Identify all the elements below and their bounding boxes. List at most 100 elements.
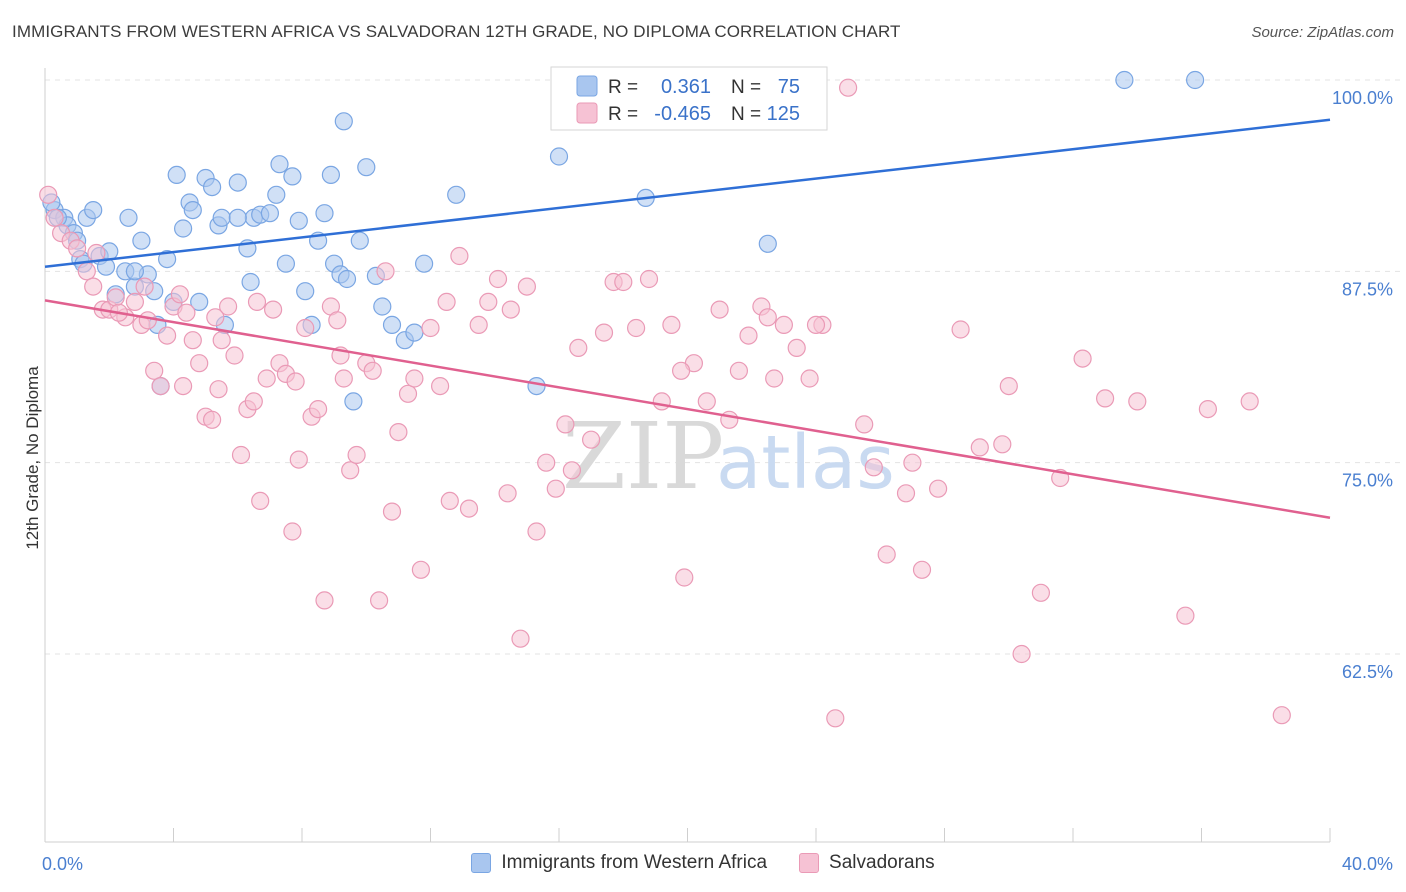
western-africa-point [119, 208, 138, 227]
western-africa-point [1185, 70, 1205, 90]
salvadoran-point [562, 461, 582, 480]
salvadoran-point [970, 438, 989, 457]
salvadoran-point [569, 338, 588, 357]
legend-r-label-pink: R = [608, 104, 638, 125]
western-africa-point [190, 292, 209, 311]
salvadoran-point [106, 288, 125, 307]
salvadoran-point [341, 461, 360, 480]
legend-swatch-salvadorans [799, 853, 820, 873]
salvadoran-point [296, 318, 315, 338]
western-africa-point [344, 392, 363, 411]
salvadoran-point [440, 491, 459, 510]
x-tick-labels: 0.0% 40.0% [42, 854, 1393, 874]
western-africa-point [174, 219, 193, 238]
western-africa-point [276, 254, 295, 273]
western-africa-point [228, 208, 247, 227]
western-africa-point [321, 165, 340, 184]
salvadoran-point [546, 479, 565, 498]
salvadoran-point [652, 392, 671, 411]
salvadoran-point [125, 292, 144, 311]
salvadoran-point [212, 331, 231, 350]
salvadoran-point [257, 369, 276, 388]
x-tick-label: 40.0% [1342, 854, 1393, 874]
salvadoran-point [903, 453, 922, 472]
salvadoran-point [190, 354, 209, 373]
salvadoran-point [437, 292, 456, 311]
salvadoran-point [537, 453, 556, 472]
salvadoran-point [370, 591, 389, 610]
series-salvadoran-points [39, 78, 1291, 728]
salvadoran-point [315, 591, 334, 610]
western-africa-point [315, 204, 334, 223]
legend-swatch-blue [576, 75, 598, 97]
salvadoran-point [614, 272, 633, 292]
y-tick-labels: 62.5% 75.0% 87.5% 100.0% [1332, 88, 1393, 682]
western-africa-point [447, 185, 466, 204]
salvadoran-point [177, 303, 196, 322]
salvadoran-point [720, 410, 739, 429]
salvadoran-point [479, 292, 498, 311]
salvadoran-point [334, 369, 353, 388]
trend-line-western-africa [44, 118, 1331, 268]
salvadoran-point [511, 629, 530, 648]
salvadoran-point [363, 361, 382, 380]
salvadoran-point [1198, 400, 1218, 419]
salvadoran-point [710, 300, 729, 319]
legend-r-value-pink: -0.465 [654, 103, 711, 125]
salvadoran-point [39, 185, 58, 204]
western-africa-point [549, 147, 569, 166]
salvadoran-point [469, 315, 488, 334]
salvadoran-point [877, 545, 896, 564]
salvadoran-point [1128, 392, 1147, 411]
salvadoran-point [389, 423, 408, 442]
salvadoran-point [999, 377, 1018, 396]
salvadoran-point [219, 297, 238, 316]
western-africa-point [289, 211, 308, 230]
salvadoran-point [135, 277, 154, 296]
legend-label-salvadorans: Salvadorans [829, 852, 935, 873]
salvadoran-point [765, 369, 784, 388]
salvadoran-point [1272, 706, 1291, 725]
legend-item-salvadorans[interactable]: Salvadorans [799, 852, 935, 874]
western-africa-point [203, 178, 222, 197]
series-legend: Immigrants from Western Africa Salvadora… [0, 852, 1406, 874]
salvadoran-point [1012, 644, 1031, 664]
western-africa-point [132, 231, 151, 250]
salvadoran-point [347, 445, 366, 465]
y-tick-label: 62.5% [1342, 662, 1393, 682]
salvadoran-point [855, 415, 874, 434]
legend-n-value-pink: 125 [767, 103, 800, 125]
western-africa-point [241, 272, 260, 292]
salvadoran-point [138, 311, 157, 330]
legend-n-label-pink: N = [731, 104, 761, 125]
salvadoran-point [527, 522, 546, 541]
legend-item-western-africa[interactable]: Immigrants from Western Africa [471, 852, 767, 874]
western-africa-point [350, 231, 369, 250]
salvadoran-point [247, 292, 267, 311]
salvadoran-point [398, 384, 418, 403]
salvadoran-point [1031, 583, 1051, 602]
salvadoran-point [864, 458, 883, 477]
y-tick-label: 100.0% [1332, 88, 1393, 108]
salvadoran-point [671, 361, 691, 380]
salvadoran-point [896, 484, 916, 503]
salvadoran-point [286, 372, 305, 391]
salvadoran-point [225, 346, 244, 365]
legend-swatch-pink [576, 102, 598, 124]
western-africa-point [183, 201, 202, 220]
legend-r-value-blue: 0.361 [661, 76, 711, 98]
salvadoran-point [787, 338, 806, 357]
salvadoran-point [501, 300, 520, 319]
salvadoran-point [421, 318, 440, 338]
salvadoran-point [405, 369, 424, 388]
trend-line-salvadorans [44, 299, 1331, 520]
salvadoran-point [826, 709, 845, 728]
salvadoran-point [488, 269, 508, 289]
salvadoran-point [739, 326, 758, 345]
salvadoran-point [517, 277, 537, 296]
salvadoran-point [376, 262, 395, 281]
salvadoran-point [431, 377, 450, 396]
western-africa-point [260, 204, 279, 223]
salvadoran-point [806, 315, 826, 334]
